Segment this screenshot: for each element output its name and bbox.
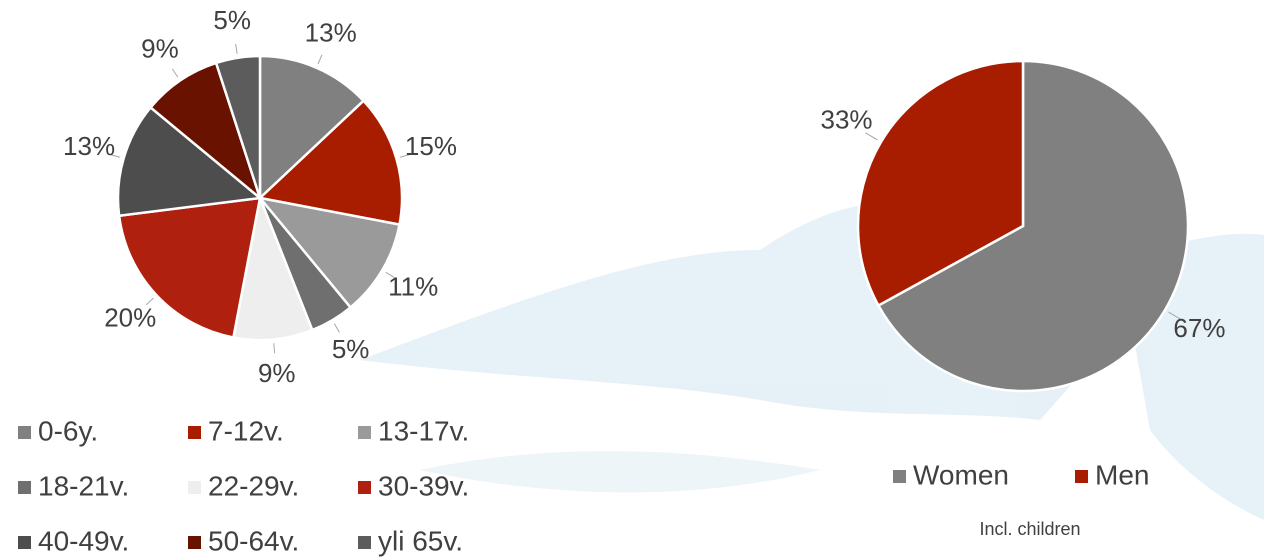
legend-label: 0-6y. — [38, 415, 98, 446]
leader-line — [236, 44, 238, 54]
data-label: 11% — [388, 271, 438, 301]
data-label: 9% — [258, 358, 296, 388]
legend-label: 7-12v. — [208, 415, 284, 446]
leader-line — [274, 343, 275, 353]
leader-line — [172, 69, 178, 77]
legend-swatch — [18, 481, 31, 494]
data-label: 9% — [141, 34, 179, 64]
data-label: 13% — [305, 18, 357, 48]
caption: Incl. children — [979, 519, 1080, 539]
chart: 13% 15% 11% 5% 9% 20% 13% 9% 5% 0-6y. 7-12v. 13-17v… — [0, 0, 1264, 559]
data-label: 67% — [1173, 313, 1225, 343]
data-label: 5% — [332, 334, 370, 364]
data-label: 13% — [63, 131, 115, 161]
legend-swatch — [358, 536, 371, 549]
legend-swatch — [18, 426, 31, 439]
legend-label: 22-29v. — [208, 470, 299, 501]
data-label: 33% — [821, 105, 873, 135]
legend-label: Men — [1095, 459, 1149, 490]
data-label: 20% — [104, 303, 156, 333]
legend-label: Women — [913, 459, 1009, 490]
legend-swatch — [893, 470, 906, 483]
legend-label: 18-21v. — [38, 470, 129, 501]
legend-swatch — [18, 536, 31, 549]
data-label: 15% — [405, 131, 457, 161]
legend-swatch — [188, 481, 201, 494]
legend-swatch — [1075, 470, 1088, 483]
legend-swatch — [358, 426, 371, 439]
legend-swatch — [358, 481, 371, 494]
legend-label: yli 65v. — [378, 525, 463, 556]
leader-line — [318, 55, 322, 64]
legend-swatch — [188, 426, 201, 439]
leader-line — [334, 324, 339, 333]
legend-label: 30-39v. — [378, 470, 469, 501]
legend-label: 50-64v. — [208, 525, 299, 556]
legend-label: 40-49v. — [38, 525, 129, 556]
legend-swatch — [188, 536, 201, 549]
legend-label: 13-17v. — [378, 415, 469, 446]
data-label: 5% — [213, 5, 251, 35]
